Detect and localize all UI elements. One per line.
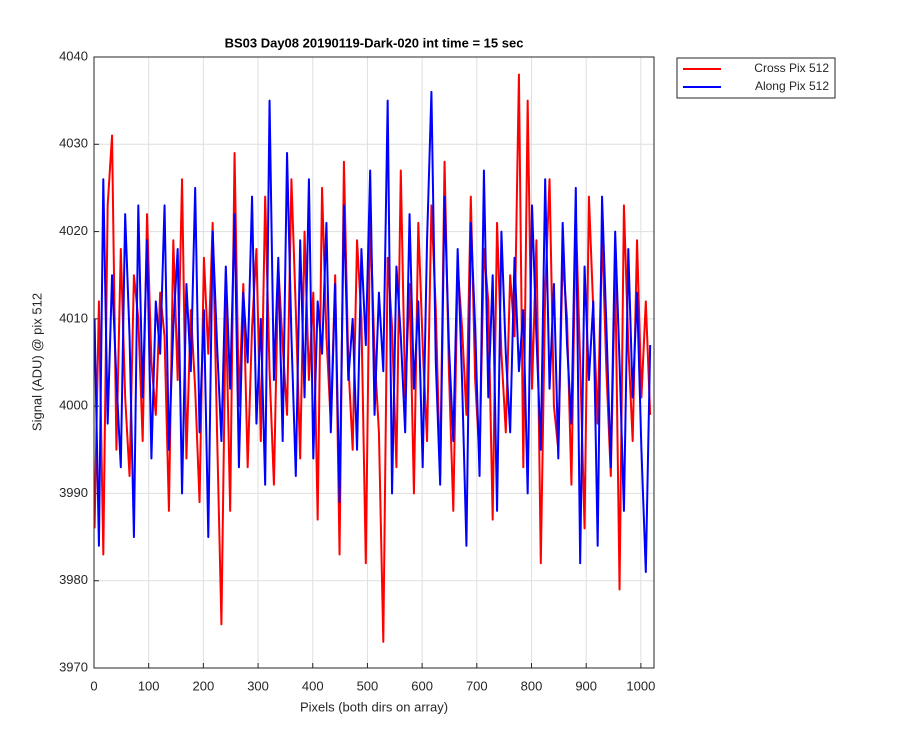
legend-label: Along Pix 512 [755, 79, 829, 93]
line-series [93, 90, 652, 573]
x-tick-label: 100 [138, 678, 160, 693]
y-tick-label: 3990 [59, 485, 88, 500]
y-tick-label: 4030 [59, 136, 88, 151]
y-tick-label: 4000 [59, 398, 88, 413]
x-tick-label: 1000 [626, 678, 655, 693]
y-tick-label: 3980 [59, 572, 88, 587]
x-axis-label: Pixels (both dirs on array) [300, 699, 448, 714]
x-tick-label: 200 [193, 678, 215, 693]
x-tick-label: 300 [247, 678, 269, 693]
legend-label: Cross Pix 512 [754, 61, 829, 75]
x-tick-label: 400 [302, 678, 324, 693]
y-tick-label: 4040 [59, 48, 88, 63]
chart-title: BS03 Day08 20190119-Dark-020 int time = … [225, 35, 524, 50]
x-tick-label: 0 [90, 678, 97, 693]
x-tick-label: 500 [357, 678, 379, 693]
x-tick-label: 900 [575, 678, 597, 693]
x-tick-label: 700 [466, 678, 488, 693]
axes-box [93, 56, 655, 669]
x-tick-label: 800 [521, 678, 543, 693]
y-tick-label: 4020 [59, 223, 88, 238]
y-axis-label: Signal (ADU) @ pix 512 [29, 293, 44, 431]
x-tick-label: 600 [411, 678, 433, 693]
y-tick-label: 3970 [59, 659, 88, 674]
y-tick-label: 4010 [59, 310, 88, 325]
legend-box [676, 57, 836, 99]
